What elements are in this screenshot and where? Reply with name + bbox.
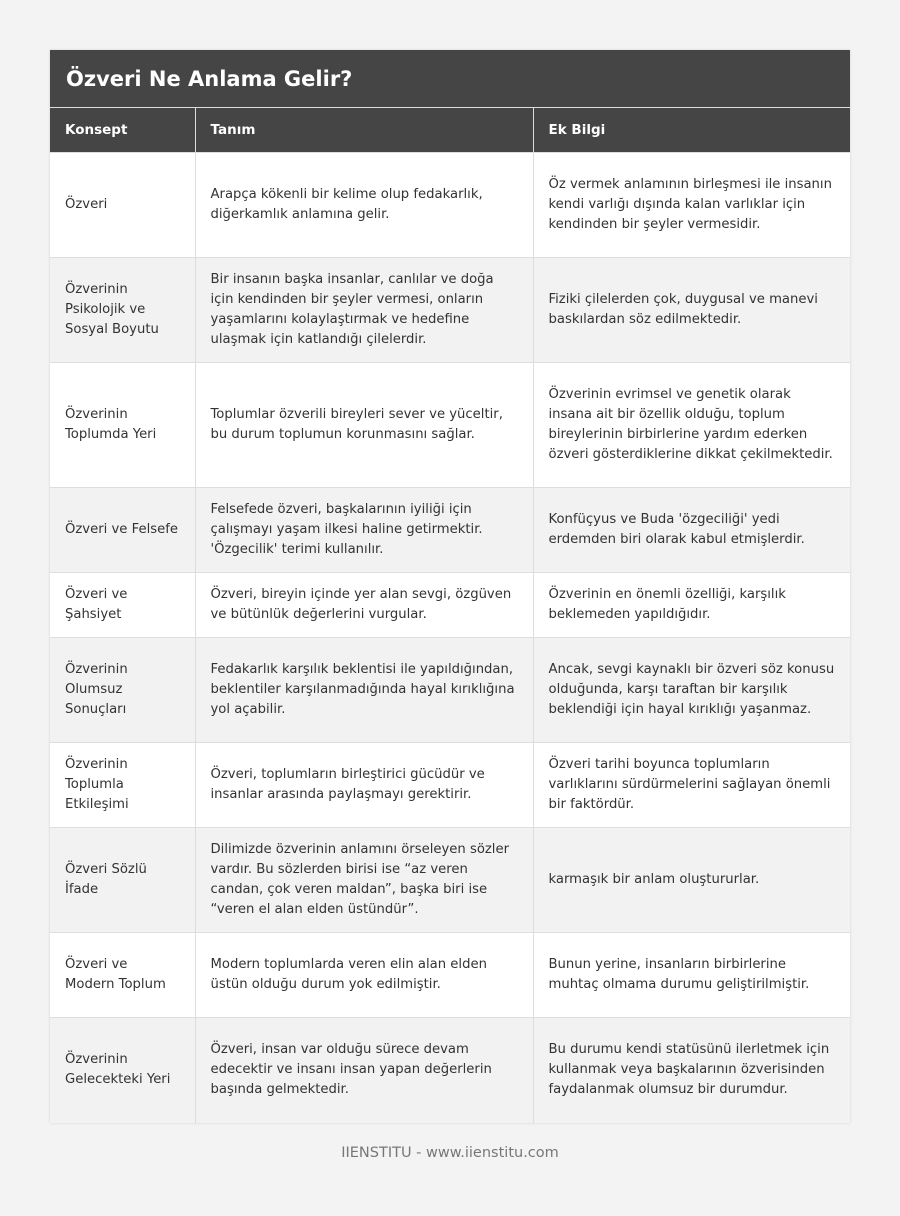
cell-extra-info: karmaşık bir anlam oluştururlar.	[533, 827, 850, 933]
cell-definition: Felsefede özveri, başkalarının iyiliği i…	[195, 487, 534, 573]
cell-concept: Özveri ve Felsefe	[50, 487, 196, 573]
cell-extra-info: Ancak, sevgi kaynaklı bir özveri söz kon…	[533, 637, 850, 743]
column-header-ek-bilgi: Ek Bilgi	[533, 108, 850, 153]
cell-concept: Özveri ve Modern Toplum	[50, 932, 196, 1018]
cell-definition: Fedakarlık karşılık beklentisi ile yapıl…	[195, 637, 534, 743]
cell-extra-info: Bunun yerine, insanların birbirlerine mu…	[533, 932, 850, 1018]
table-card: Özveri Ne Anlama Gelir? Konsept Tanım Ek…	[50, 50, 850, 1123]
cell-definition: Toplumlar özverili bireyleri sever ve yü…	[195, 362, 534, 488]
cell-extra-info: Fiziki çilelerden çok, duygusal ve manev…	[533, 257, 850, 363]
table-header-row: Konsept Tanım Ek Bilgi	[50, 108, 850, 153]
table-row: Özverinin Olumsuz Sonuçları Fedakarlık ka…	[50, 637, 850, 743]
page-title: Özveri Ne Anlama Gelir?	[50, 50, 850, 108]
cell-concept: Özverinin Psikolojik ve Sosyal Boyutu	[50, 257, 196, 363]
table-row: Özverinin Psikolojik ve Sosyal Boyutu Bir…	[50, 257, 850, 363]
cell-extra-info: Özverinin en önemli özelliği, karşılık b…	[533, 572, 850, 638]
table-row: Özverinin Toplumla Etkileşimi Özveri, top…	[50, 742, 850, 828]
cell-concept: Özveri	[50, 152, 196, 258]
table-row: Özveri Sözlü İfade Dilimizde özverinin an…	[50, 827, 850, 933]
cell-extra-info: Özveri tarihi boyunca toplumların varlık…	[533, 742, 850, 828]
cell-concept: Özverinin Olumsuz Sonuçları	[50, 637, 196, 743]
cell-extra-info: Konfüçyus ve Buda 'özgeciliği' yedi erde…	[533, 487, 850, 573]
cell-concept: Özveri Sözlü İfade	[50, 827, 196, 933]
table-row: Özveri ve Şahsiyet Özveri, bireyin içinde…	[50, 572, 850, 638]
cell-definition: Özveri, insan var olduğu sürece devam ed…	[195, 1017, 534, 1123]
cell-definition: Dilimizde özverinin anlamını örseleyen s…	[195, 827, 534, 933]
cell-concept: Özveri ve Şahsiyet	[50, 572, 196, 638]
table-row: Özveri Arapça kökenli bir kelime olup fed…	[50, 152, 850, 258]
table-row: Özveri ve Felsefe Felsefede özveri, başka…	[50, 487, 850, 573]
cell-extra-info: Öz vermek anlamının birleşmesi ile insan…	[533, 152, 850, 258]
table-row: Özverinin Gelecekteki Yeri Özveri, insan …	[50, 1017, 850, 1123]
cell-definition: Özveri, toplumların birleştirici gücüdür…	[195, 742, 534, 828]
table-row: Özveri ve Modern Toplum Modern toplumlard…	[50, 932, 850, 1018]
column-header-konsept: Konsept	[50, 108, 196, 153]
cell-definition: Arapça kökenli bir kelime olup fedakarlı…	[195, 152, 534, 258]
concept-table: Konsept Tanım Ek Bilgi Özveri Arapça köke…	[50, 108, 850, 1123]
cell-concept: Özverinin Toplumda Yeri	[50, 362, 196, 488]
cell-extra-info: Bu durumu kendi statüsünü ilerletmek içi…	[533, 1017, 850, 1123]
cell-concept: Özverinin Gelecekteki Yeri	[50, 1017, 196, 1123]
cell-extra-info: Özverinin evrimsel ve genetik olarak ins…	[533, 362, 850, 488]
cell-definition: Bir insanın başka insanlar, canlılar ve …	[195, 257, 534, 363]
cell-definition: Özveri, bireyin içinde yer alan sevgi, ö…	[195, 572, 534, 638]
table-row: Özverinin Toplumda Yeri Toplumlar özveril…	[50, 362, 850, 488]
column-header-tanim: Tanım	[195, 108, 534, 153]
cell-definition: Modern toplumlarda veren elin alan elden…	[195, 932, 534, 1018]
footer-credit: IIENSTITU - www.iienstitu.com	[341, 1145, 559, 1161]
cell-concept: Özverinin Toplumla Etkileşimi	[50, 742, 196, 828]
